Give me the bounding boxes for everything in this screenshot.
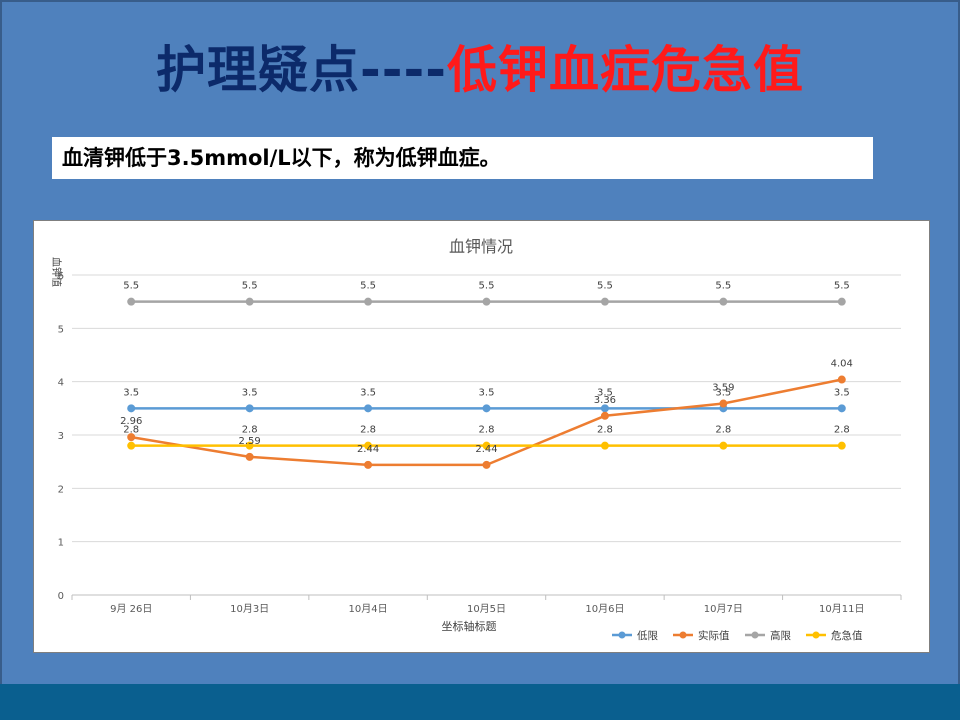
data-point [600, 441, 609, 450]
data-label: 3.59 [712, 383, 734, 394]
data-point [245, 452, 254, 461]
y-tick-label: 0 [58, 591, 64, 602]
data-point [364, 404, 373, 413]
data-label: 2.8 [123, 425, 139, 436]
data-label: 2.8 [597, 425, 613, 436]
legend: 低限 实际值 高限 危急值 [612, 629, 863, 642]
x-tick-label: 10月7日 [704, 603, 743, 615]
data-point [837, 297, 846, 306]
data-point [719, 297, 728, 306]
data-point [245, 404, 254, 413]
legend-swatch-marker [679, 631, 687, 639]
data-label: 3.5 [479, 387, 495, 398]
x-tick-label: 10月6日 [585, 603, 624, 615]
x-tick-label: 10月4日 [349, 603, 388, 615]
legend-entry: 实际值 [698, 629, 730, 642]
y-tick-label: 5 [58, 324, 64, 335]
slide-title-part2: 低钾血症危急值 [447, 41, 804, 99]
data-point [482, 460, 491, 469]
data-point [364, 441, 373, 450]
data-point [245, 297, 254, 306]
data-label: 5.5 [834, 281, 850, 292]
x-axis-ticks: 9月 26日 10月3日 10月4日 10月5日 10月6日 10月7日 10月11日 [71, 595, 902, 615]
data-point [600, 404, 609, 413]
x-tick-label: 10月5日 [467, 603, 506, 615]
data-label: 3.5 [597, 387, 613, 398]
data-point [719, 441, 728, 450]
data-label: 2.44 [475, 444, 497, 455]
slide-title: 护理疑点----低钾血症危急值 [0, 30, 960, 102]
x-axis-label: 坐标轴标题 [442, 619, 497, 633]
data-point [364, 297, 373, 306]
y-axis-label: 血钾值 [50, 257, 63, 287]
legend-entry: 低限 [637, 629, 658, 642]
y-tick-label: 4 [58, 378, 64, 389]
data-label: 3.5 [123, 387, 139, 398]
data-label: 2.8 [360, 425, 376, 436]
data-label: 5.5 [479, 281, 495, 292]
legend-entry: 高限 [770, 629, 791, 642]
data-point [127, 433, 136, 442]
data-label: 2.59 [239, 436, 261, 447]
data-label: 2.96 [120, 416, 142, 427]
data-labels: 3.5 3.5 3.5 3.5 3.5 3.5 3.5 2.96 2.59 2.44 2.44 3.3… [120, 281, 853, 455]
data-label: 5.5 [360, 281, 376, 292]
data-label: 2.8 [715, 425, 731, 436]
x-tick-label: 9月 26日 [110, 603, 152, 615]
data-point [600, 297, 609, 306]
chart-panel: 血钾情况 血钾值 坐标轴标题 0 1 2 3 4 5 6 9月 26日 10月3日 10月4日 1… [33, 220, 930, 653]
data-label: 3.5 [834, 387, 850, 398]
data-point [482, 297, 491, 306]
gridlines [72, 274, 901, 596]
potassium-line-chart: 血钾情况 血钾值 坐标轴标题 0 1 2 3 4 5 6 9月 26日 10月3日 10月4日 1… [50, 237, 902, 642]
data-point [127, 297, 136, 306]
data-point [364, 460, 373, 469]
chart-title: 血钾情况 [449, 237, 513, 256]
data-label: 2.8 [479, 425, 495, 436]
data-label: 4.04 [831, 359, 853, 370]
y-tick-label: 3 [58, 431, 64, 442]
legend-entry: 危急值 [831, 629, 863, 642]
y-tick-label: 1 [58, 538, 64, 549]
data-label: 3.36 [594, 395, 616, 406]
y-axis-ticks: 0 1 2 3 4 5 6 [58, 271, 64, 602]
data-point [482, 441, 491, 450]
legend-swatch-marker [812, 631, 820, 639]
data-point [482, 404, 491, 413]
data-point [600, 411, 609, 420]
x-tick-label: 10月3日 [230, 603, 269, 615]
y-tick-label: 6 [58, 271, 64, 282]
y-tick-label: 2 [58, 484, 64, 495]
data-label: 3.5 [360, 387, 376, 398]
data-point [837, 441, 846, 450]
data-label: 2.44 [357, 444, 379, 455]
data-label: 3.5 [242, 387, 258, 398]
data-point [127, 441, 136, 450]
footer-band [0, 684, 960, 720]
definition-box: 血清钾低于3.5mmol/L以下，称为低钾血症。 [52, 137, 873, 179]
series-lines [127, 297, 846, 469]
data-point [837, 375, 846, 384]
data-point [127, 404, 136, 413]
data-point [245, 441, 254, 450]
data-point [719, 399, 728, 408]
legend-swatch-marker [618, 631, 626, 639]
legend-swatch-marker [751, 631, 759, 639]
data-label: 3.5 [715, 387, 731, 398]
x-tick-label: 10月11日 [819, 603, 864, 615]
definition-text: 血清钾低于3.5mmol/L以下，称为低钾血症。 [62, 146, 501, 170]
slide-title-part1: 护理疑点---- [155, 41, 447, 99]
data-label: 2.8 [834, 425, 850, 436]
data-label: 5.5 [242, 281, 258, 292]
data-label: 5.5 [715, 281, 731, 292]
data-label: 5.5 [597, 281, 613, 292]
data-point [837, 404, 846, 413]
data-label: 2.8 [242, 425, 258, 436]
data-label: 5.5 [123, 281, 139, 292]
